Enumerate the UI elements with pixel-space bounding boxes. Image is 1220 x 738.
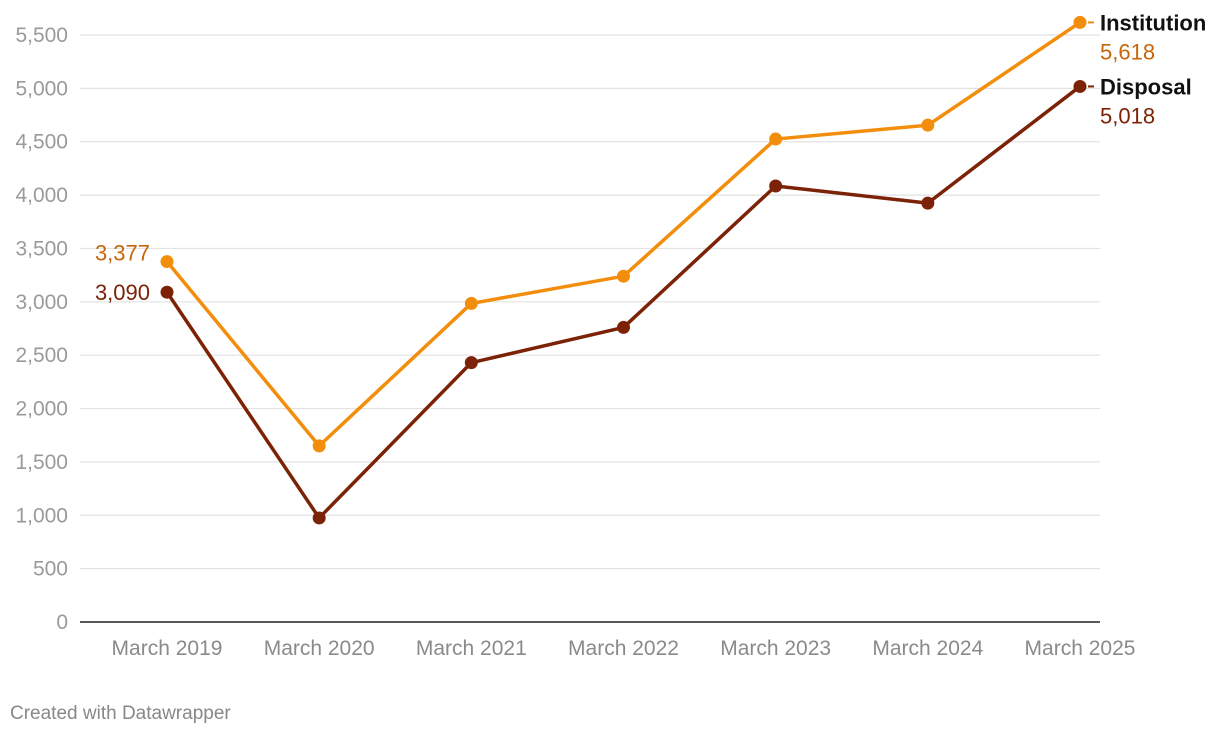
data-point bbox=[921, 118, 935, 132]
data-point bbox=[312, 511, 326, 525]
y-tick-label: 2,000 bbox=[15, 398, 68, 421]
y-tick-label: 5,500 bbox=[15, 24, 68, 47]
end-value-label: 5,618 bbox=[1100, 39, 1155, 64]
start-value-label: 3,090 bbox=[95, 280, 150, 305]
y-tick-label: 2,500 bbox=[15, 344, 68, 367]
x-tick-label: March 2022 bbox=[568, 637, 679, 660]
x-tick-label: March 2024 bbox=[872, 637, 983, 660]
series-name-label: Institution bbox=[1100, 10, 1206, 35]
y-tick-label: 4,500 bbox=[15, 131, 68, 154]
data-point bbox=[769, 179, 783, 193]
data-point bbox=[160, 255, 174, 269]
y-tick-label: 3,500 bbox=[15, 237, 68, 260]
data-point bbox=[1073, 79, 1087, 93]
x-tick-label: March 2020 bbox=[264, 637, 375, 660]
start-value-label: 3,377 bbox=[95, 241, 150, 266]
y-tick-label: 500 bbox=[33, 558, 68, 581]
data-point bbox=[1073, 15, 1087, 29]
y-tick-label: 4,000 bbox=[15, 184, 68, 207]
x-tick-label: March 2025 bbox=[1025, 637, 1136, 660]
data-point bbox=[464, 356, 478, 370]
y-tick-label: 1,500 bbox=[15, 451, 68, 474]
y-tick-label: 3,000 bbox=[15, 291, 68, 314]
data-point bbox=[160, 285, 174, 299]
y-tick-label: 0 bbox=[56, 611, 68, 634]
y-tick-label: 5,000 bbox=[15, 77, 68, 100]
x-tick-label: March 2019 bbox=[112, 637, 223, 660]
data-point bbox=[921, 196, 935, 210]
end-value-label: 5,018 bbox=[1100, 103, 1155, 128]
series-name-label: Disposal bbox=[1100, 74, 1192, 99]
footer-credit: Created with Datawrapper bbox=[10, 703, 231, 724]
data-point bbox=[617, 269, 630, 283]
x-tick-label: March 2021 bbox=[416, 637, 527, 660]
data-point bbox=[464, 296, 478, 310]
data-point bbox=[617, 320, 630, 334]
data-point bbox=[769, 132, 783, 146]
series-line-institution bbox=[165, 20, 1082, 448]
y-tick-label: 1,000 bbox=[15, 504, 68, 527]
x-tick-label: March 2023 bbox=[720, 637, 831, 660]
data-point bbox=[312, 439, 326, 453]
